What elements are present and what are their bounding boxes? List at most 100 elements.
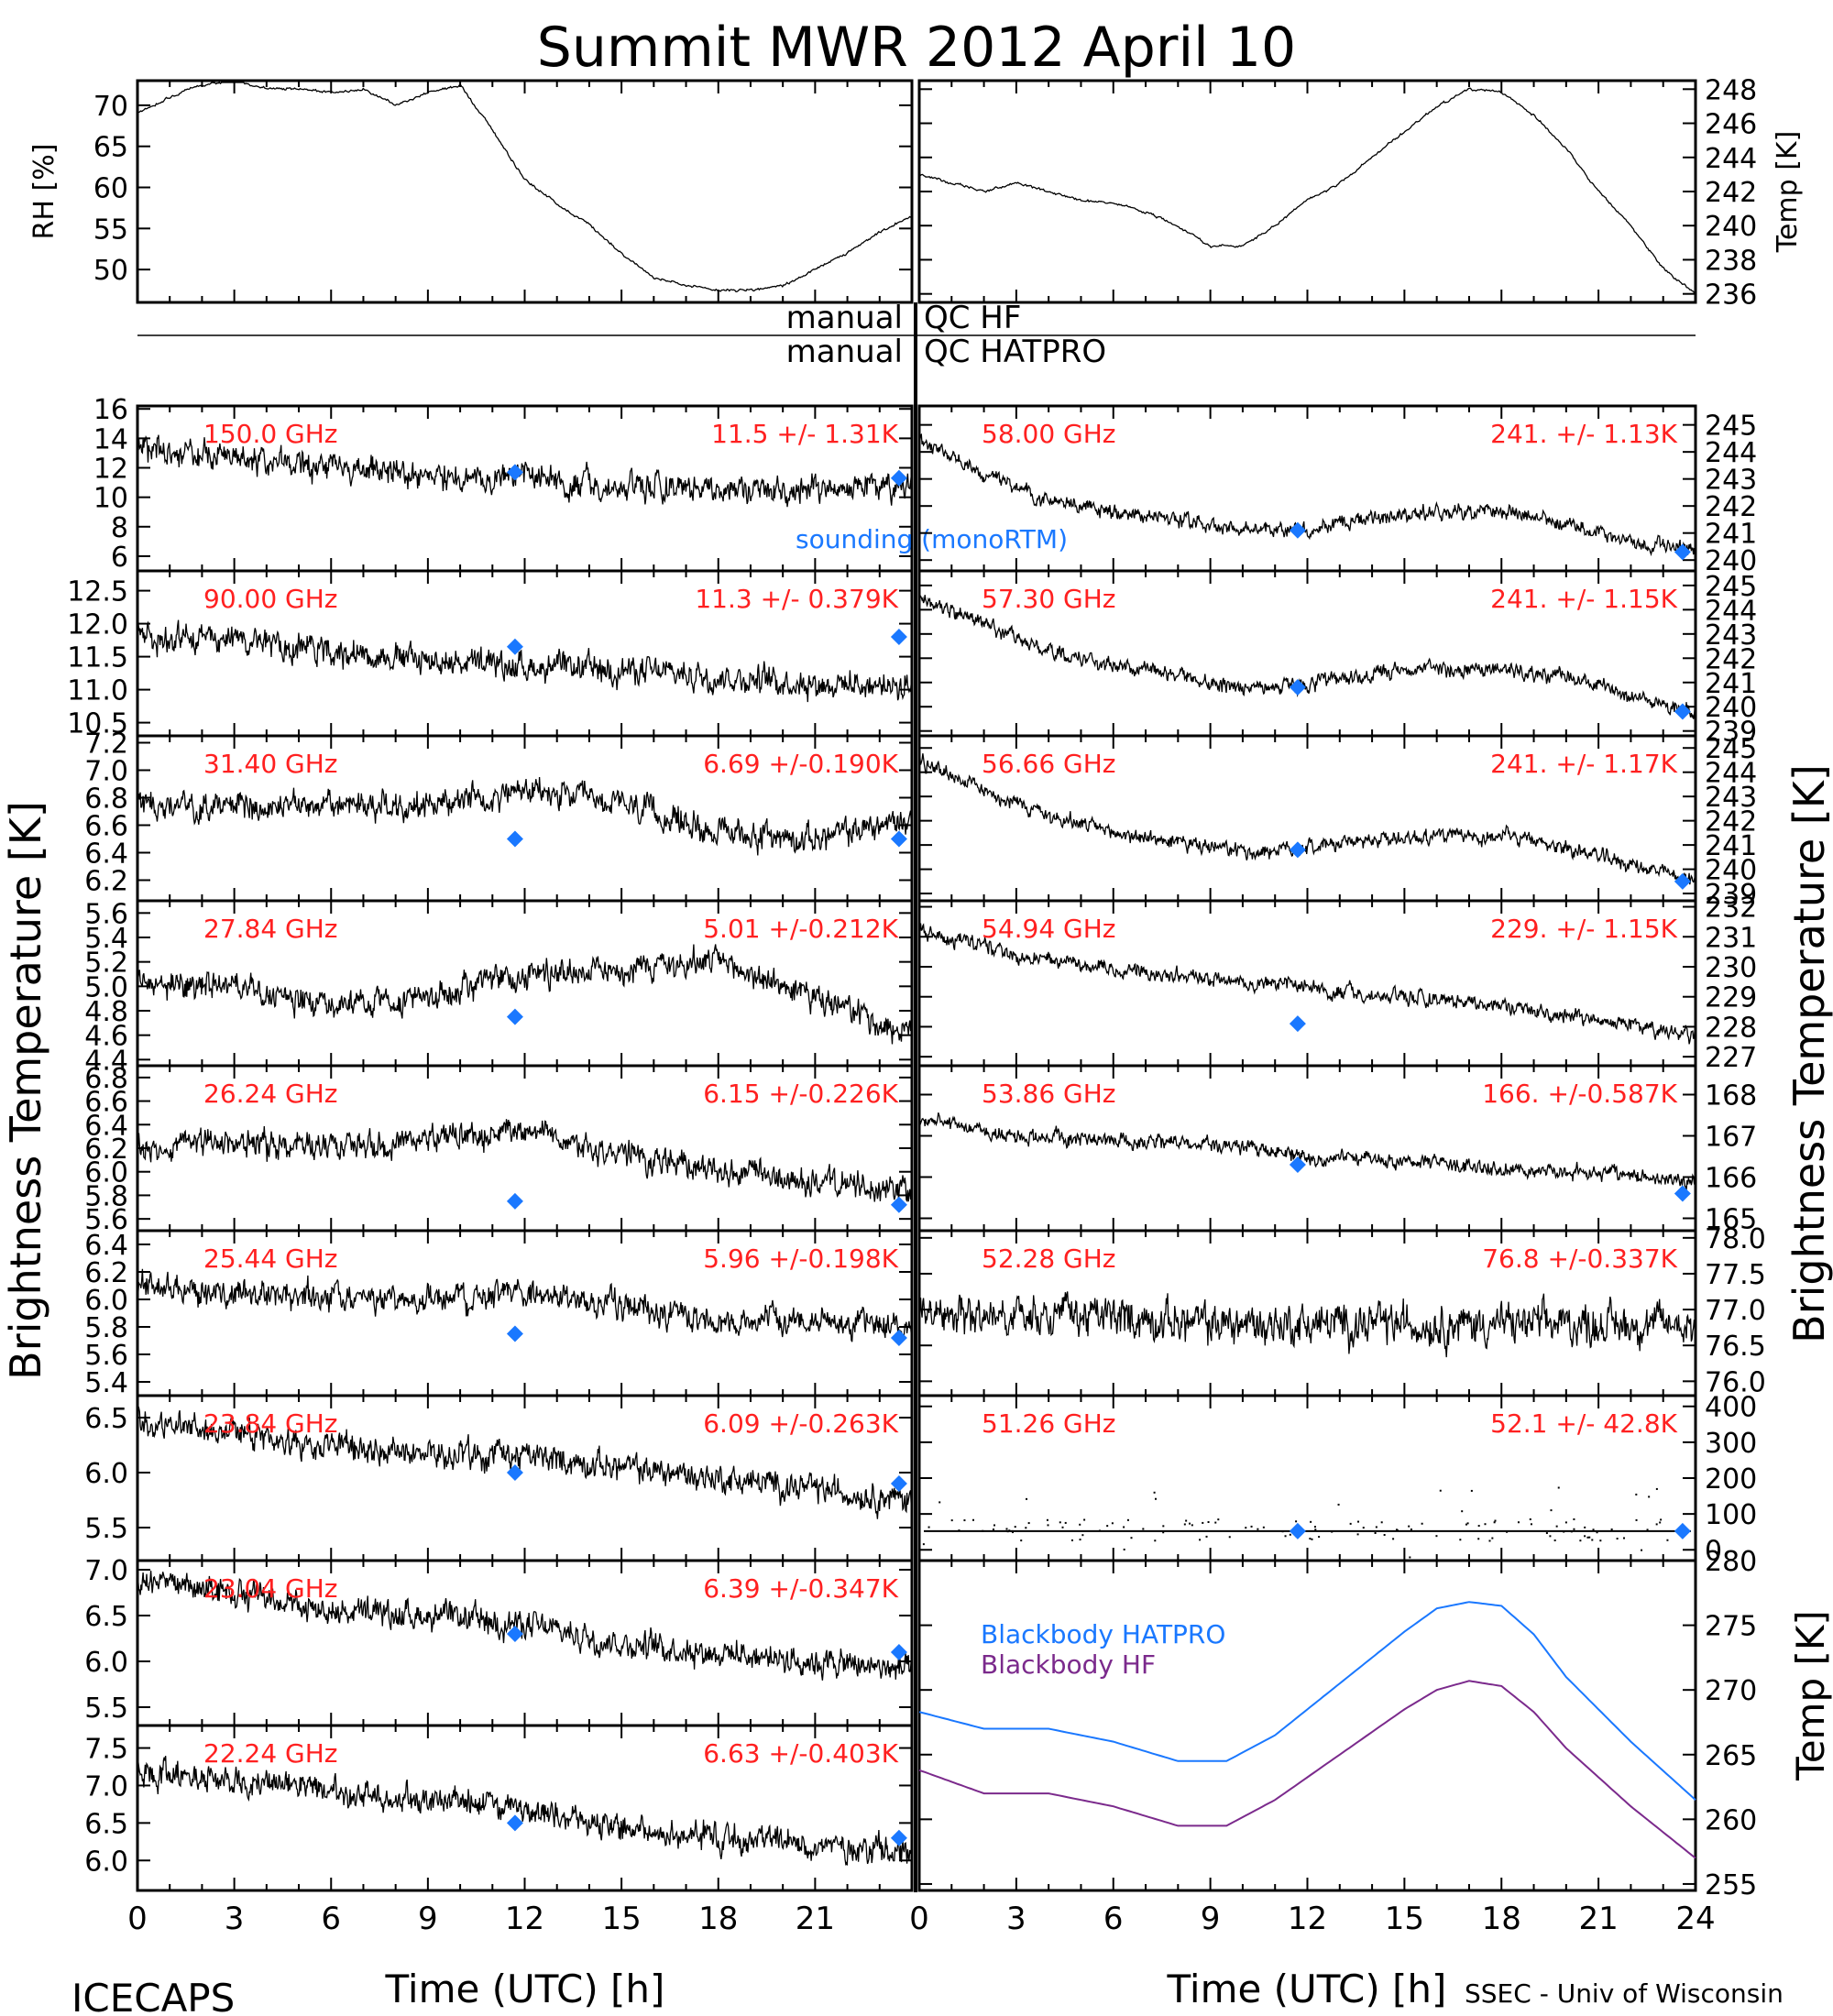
data-point (1356, 1533, 1359, 1536)
data-point (1331, 1530, 1334, 1533)
data-trace (918, 1112, 1696, 1191)
data-point (1011, 1529, 1014, 1532)
data-point (1493, 1521, 1496, 1524)
x-tick-label: 0 (909, 1901, 929, 1937)
y-tick-label: 241 (1705, 830, 1757, 862)
y-tick-label: 240 (1705, 855, 1757, 887)
frequency-label: 51.26 GHz (982, 1408, 1116, 1439)
y-tick-label: 246 (1705, 109, 1757, 141)
sounding-marker (506, 464, 523, 481)
blackbody-axis-label: Temp [K] (1788, 1610, 1833, 1781)
frequency-label: 150.0 GHz (203, 419, 338, 449)
y-tick-label: 14 (93, 423, 128, 455)
data-trace (137, 1268, 913, 1342)
data-point (1666, 1539, 1669, 1541)
data-point (1530, 1523, 1532, 1526)
data-point (927, 1526, 930, 1528)
left-axis-label: Brightness Temperature [K] (1, 801, 50, 1380)
y-tick-label: 244 (1705, 758, 1757, 790)
frequency-label: 27.84 GHz (203, 914, 338, 944)
y-tick-label: 244 (1705, 437, 1757, 469)
x-tick-label: 6 (1103, 1901, 1124, 1937)
qc-label: manual (786, 300, 903, 336)
sounding-marker (890, 1330, 907, 1346)
sounding-marker (1289, 1015, 1306, 1033)
data-point (1550, 1509, 1553, 1512)
data-point (1284, 1535, 1287, 1538)
y-tick-label: 16 (93, 394, 128, 426)
sounding-marker (1674, 1522, 1691, 1539)
y-tick-label: 4.8 (84, 996, 128, 1028)
y-tick-label: 5.8 (84, 1312, 128, 1344)
data-point (1599, 1539, 1602, 1542)
temp-panel (917, 79, 1697, 304)
y-tick-label: 6.0 (84, 1846, 128, 1878)
data-trace (137, 944, 913, 1045)
y-tick-label: 5.4 (84, 923, 128, 955)
data-point (972, 1518, 975, 1521)
x-axis-label: Time (UTC) [h] (385, 1967, 665, 2011)
data-point (1477, 1525, 1480, 1528)
y-tick-label: 0 (1705, 1535, 1722, 1567)
data-point (1435, 1535, 1438, 1538)
y-tick-label: 240 (1705, 211, 1757, 243)
sounding-marker (890, 1475, 907, 1492)
data-point (1111, 1522, 1114, 1525)
y-tick-label: 245 (1705, 571, 1757, 603)
stat-label: 11.5 +/- 1.31K (711, 419, 898, 449)
y-tick-label: 65 (93, 132, 128, 164)
y-tick-label: 11.0 (67, 675, 128, 707)
data-point (1529, 1517, 1531, 1520)
data-point (1020, 1539, 1023, 1542)
stat-label: 76.8 +/-0.337K (1482, 1244, 1677, 1274)
y-tick-label: 243 (1705, 619, 1757, 652)
data-trace (918, 87, 1696, 295)
y-tick-label: 242 (1705, 177, 1757, 209)
data-point (1123, 1526, 1125, 1528)
data-point (1506, 1530, 1509, 1533)
x-tick-label: 12 (1288, 1901, 1327, 1937)
y-tick-label: 236 (1705, 279, 1757, 312)
data-point (1610, 1528, 1613, 1530)
frequency-label: 52.28 GHz (982, 1244, 1116, 1274)
qc-label: manual (786, 334, 903, 370)
data-point (938, 1501, 941, 1504)
sounding-marker (1674, 1185, 1691, 1202)
data-point (1059, 1521, 1061, 1524)
right-axis-label: Brightness Temperature [K] (1784, 764, 1833, 1343)
frequency-label: 54.94 GHz (982, 914, 1116, 944)
data-point (1011, 1531, 1014, 1534)
y-tick-label: 260 (1705, 1804, 1757, 1836)
y-tick-label: 5.4 (84, 1367, 128, 1399)
y-tick-label: 270 (1705, 1675, 1757, 1707)
data-point (1396, 1529, 1399, 1532)
y-tick-label: 6.0 (84, 1157, 128, 1189)
sounding-marker (1674, 543, 1691, 561)
stat-label: 166. +/-0.587K (1482, 1079, 1677, 1109)
data-point (1025, 1527, 1027, 1529)
y-tick-label: 6.5 (84, 1403, 128, 1435)
data-point (1130, 1537, 1133, 1539)
data-point (922, 1543, 925, 1546)
y-tick-label: 6.2 (84, 1134, 128, 1166)
sounding-marker (890, 1644, 907, 1660)
y-tick-label: 6.4 (84, 1110, 128, 1142)
data-point (982, 1529, 984, 1532)
y-tick-label: 230 (1705, 952, 1757, 984)
y-tick-label: 240 (1705, 692, 1757, 724)
y-tick-label: 6.6 (84, 811, 128, 843)
sounding-marker (506, 1814, 523, 1832)
data-point (1362, 1527, 1365, 1529)
y-tick-label: 5.6 (84, 1340, 128, 1372)
data-point (1311, 1538, 1313, 1540)
sounding-marker (506, 1192, 523, 1210)
data-point (1477, 1538, 1480, 1540)
y-tick-label: 5.6 (84, 1204, 128, 1236)
blackbody-legend: Blackbody HF (981, 1649, 1156, 1680)
data-point (1641, 1549, 1643, 1551)
x-tick-label: 24 (1675, 1901, 1715, 1937)
data-point (1123, 1548, 1125, 1550)
y-tick-label: 4.4 (84, 1045, 128, 1077)
data-point (1591, 1539, 1594, 1541)
